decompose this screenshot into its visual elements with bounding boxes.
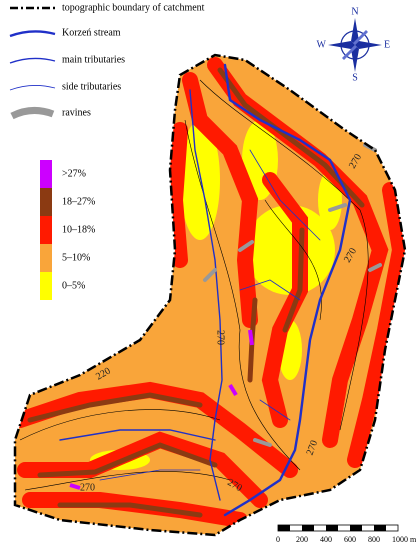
legend-swatch	[9, 57, 56, 64]
legend-swatch	[10, 107, 55, 120]
legend-label: 18–27%	[62, 196, 95, 207]
legend-label: >27%	[62, 168, 86, 179]
compass: N E W S	[317, 6, 391, 83]
legend-label: 0–5%	[62, 280, 85, 291]
compass-label: E	[384, 39, 390, 50]
legend-label: main tributaries	[62, 54, 125, 65]
legend-label: Korzeń stream	[62, 27, 121, 38]
legend-label: 10–18%	[62, 224, 95, 235]
scale-labels: 0 200 400 600 800 1000 m	[276, 535, 417, 544]
steepest-slopes	[69, 329, 254, 490]
scale-label: 0	[276, 535, 280, 544]
compass-label: N	[351, 6, 358, 17]
scale-label: 1000 m	[392, 535, 417, 544]
legend-label: side tributaries	[62, 81, 121, 92]
slope-legend: >27% 18–27% 10–18% 5–10% 0–5%	[40, 160, 95, 300]
legend-swatch	[40, 272, 52, 300]
legend-label: topographic boundary of catchment	[62, 2, 205, 13]
legend-swatch	[9, 30, 56, 38]
compass-label: S	[352, 72, 358, 83]
streams	[59, 63, 352, 517]
legend-swatch	[40, 188, 52, 216]
catchment-boundary	[13, 53, 407, 537]
contours	[19, 79, 369, 491]
legend-label: ravines	[62, 107, 91, 118]
legend-label: 5–10%	[62, 252, 90, 263]
scale-label: 600	[344, 535, 356, 544]
very-steep-slopes	[27, 67, 365, 518]
legend-swatch	[40, 244, 52, 272]
compass-label: W	[317, 39, 327, 50]
contour-label: 270	[80, 482, 95, 493]
contour-label: 270	[305, 439, 320, 457]
scale-bar	[277, 524, 399, 532]
legend-swatch	[40, 160, 52, 188]
scale-label: 400	[320, 535, 332, 544]
legend-swatch	[9, 85, 56, 91]
contour-label: 270	[215, 330, 226, 345]
legend-swatch	[40, 216, 52, 244]
legend: topographic boundary of catchment Korzeń…	[9, 2, 205, 120]
scale-label: 200	[296, 535, 308, 544]
scale-label: 800	[368, 535, 380, 544]
